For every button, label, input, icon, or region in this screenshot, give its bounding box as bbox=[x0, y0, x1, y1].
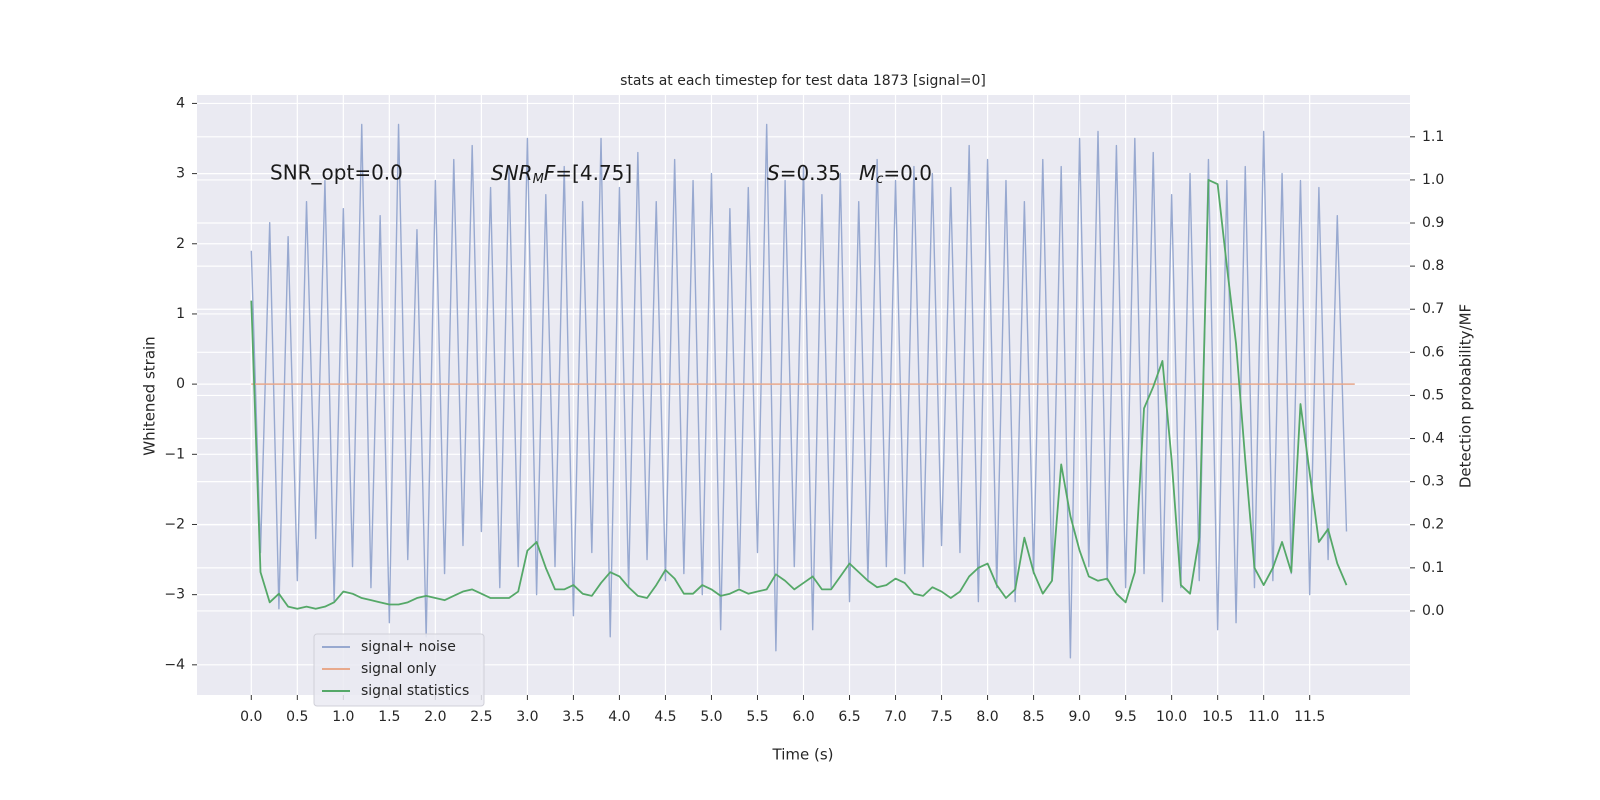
chart-title: stats at each timestep for test data 187… bbox=[620, 73, 986, 89]
y2-tick-label: 1.0 bbox=[1422, 172, 1444, 188]
y-tick-label: 1 bbox=[176, 306, 185, 322]
x-tick-label: 3.5 bbox=[562, 709, 584, 725]
annotation-subscript: c bbox=[876, 172, 883, 187]
x-tick-label: 11.5 bbox=[1294, 709, 1325, 725]
x-tick-label: 10.5 bbox=[1202, 709, 1233, 725]
y-tick-label: −4 bbox=[164, 657, 185, 673]
y-axis-label: Whitened strain bbox=[141, 336, 159, 455]
x-tick-label: 4.0 bbox=[608, 709, 630, 725]
series-line bbox=[250, 123, 1348, 659]
y2-tick-label: 0.3 bbox=[1422, 474, 1444, 490]
annotation-part: F bbox=[544, 161, 556, 185]
x-tick-label: 4.5 bbox=[654, 709, 676, 725]
annotation-part: =0.0 bbox=[883, 161, 932, 185]
y-tick-label: 2 bbox=[176, 236, 185, 252]
legend-label: signal statistics bbox=[361, 683, 469, 699]
y2-tick-label: 0.4 bbox=[1422, 431, 1444, 447]
y2-tick-label: 0.2 bbox=[1422, 517, 1444, 533]
x-tick-label: 1.5 bbox=[378, 709, 400, 725]
annotation-subscript: M bbox=[533, 172, 544, 187]
x-tick-label: 1.0 bbox=[332, 709, 354, 725]
x-tick-label: 2.0 bbox=[424, 709, 446, 725]
x-tick-label: 5.0 bbox=[700, 709, 722, 725]
x-tick-label: 11.0 bbox=[1248, 709, 1279, 725]
annotation-part: S bbox=[767, 161, 780, 185]
x-tick-label: 8.0 bbox=[976, 709, 998, 725]
x-tick-label: 7.0 bbox=[884, 709, 906, 725]
y-tick-label: 3 bbox=[176, 166, 185, 182]
x-tick-label: 6.0 bbox=[792, 709, 814, 725]
x-tick-label: 0.0 bbox=[240, 709, 262, 725]
x-tick-label: 0.5 bbox=[286, 709, 308, 725]
legend-box bbox=[313, 633, 485, 707]
y2-tick-label: 0.1 bbox=[1422, 560, 1444, 576]
y2-tick-label: 1.1 bbox=[1422, 129, 1444, 145]
x-tick-label: 9.5 bbox=[1114, 709, 1136, 725]
x-tick-label: 3.0 bbox=[516, 709, 538, 725]
annotation: SNRMF=[4.75] bbox=[491, 161, 632, 187]
legend-label: signal+ noise bbox=[361, 639, 456, 655]
annotation-part: =0.35 bbox=[780, 161, 841, 185]
y-tick-label: −1 bbox=[164, 446, 185, 462]
y2-tick-label: 0.0 bbox=[1422, 603, 1444, 619]
annotation: Mc=0.0 bbox=[859, 161, 932, 187]
y-tick-label: −2 bbox=[164, 516, 185, 532]
x-tick-label: 5.5 bbox=[746, 709, 768, 725]
x-tick-label: 2.5 bbox=[470, 709, 492, 725]
annotation-part: SNR bbox=[491, 161, 533, 185]
x-tick-label: 6.5 bbox=[838, 709, 860, 725]
series-line bbox=[250, 179, 1348, 610]
y2-tick-label: 0.8 bbox=[1422, 258, 1444, 274]
annotation: S=0.35 bbox=[767, 161, 841, 185]
y2-tick-label: 0.6 bbox=[1422, 344, 1444, 360]
y2-axis-label: Detection probability/MF bbox=[1457, 304, 1475, 488]
annotation-part: =[4.75] bbox=[555, 161, 632, 185]
legend: signal+ noise signal only signal statistic… bbox=[313, 633, 485, 707]
y-tick-label: 0 bbox=[176, 376, 185, 392]
x-axis-label: Time (s) bbox=[772, 746, 834, 764]
y2-tick-label: 0.5 bbox=[1422, 387, 1444, 403]
y2-tick-label: 0.7 bbox=[1422, 301, 1444, 317]
annotation-part: M bbox=[859, 161, 876, 185]
y2-tick-label: 0.9 bbox=[1422, 215, 1444, 231]
x-tick-label: 10.0 bbox=[1156, 709, 1187, 725]
y-tick-label: 4 bbox=[176, 95, 185, 111]
marks bbox=[250, 123, 1355, 659]
x-tick-label: 9.0 bbox=[1068, 709, 1090, 725]
y-tick-label: −3 bbox=[164, 587, 185, 603]
legend-label: signal only bbox=[361, 661, 436, 677]
x-tick-label: 8.5 bbox=[1022, 709, 1044, 725]
x-tick-label: 7.5 bbox=[930, 709, 952, 725]
annotation: SNR_opt=0.0 bbox=[270, 161, 403, 185]
